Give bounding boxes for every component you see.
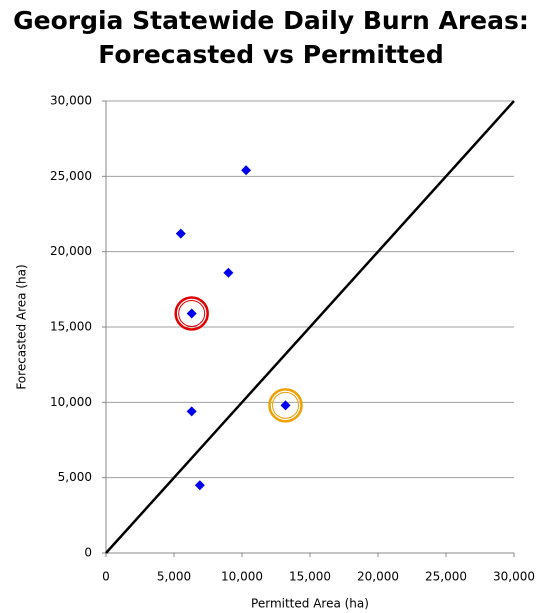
point [175, 228, 186, 239]
y-tick-label: 20,000 [50, 244, 92, 258]
point [186, 308, 197, 319]
point [186, 406, 197, 417]
point [241, 165, 252, 176]
point [223, 267, 234, 278]
x-axis-label: Permitted Area (ha) [251, 597, 369, 611]
y-tick-label: 15,000 [50, 320, 92, 334]
y-tick-label: 30,000 [50, 94, 92, 108]
x-tick-label: 30,000 [493, 570, 535, 584]
x-tick-label: 15,000 [289, 570, 331, 584]
x-tick-label: 20,000 [357, 570, 399, 584]
highlight-circle [174, 296, 209, 331]
y-tick-label: 0 [84, 546, 92, 560]
x-tick-label: 25,000 [425, 570, 467, 584]
x-tick-label: 0 [102, 570, 110, 584]
y-axis-label: Forecasted Area (ha) [15, 264, 29, 389]
highlight-circle-inner [272, 391, 300, 419]
x-tick-label: 10,000 [221, 570, 263, 584]
point [280, 400, 291, 411]
y-tick-label: 25,000 [50, 169, 92, 183]
chart-title: Georgia Statewide Daily Burn Areas: Fore… [13, 6, 529, 69]
x-tick-label: 5,000 [157, 570, 191, 584]
highlight-circle-inner [178, 299, 206, 327]
identity-line [105, 100, 515, 554]
y-tick-label: 10,000 [50, 395, 92, 409]
y-tick-label: 5,000 [58, 470, 92, 484]
point [194, 480, 205, 491]
highlight-circle [268, 388, 303, 423]
